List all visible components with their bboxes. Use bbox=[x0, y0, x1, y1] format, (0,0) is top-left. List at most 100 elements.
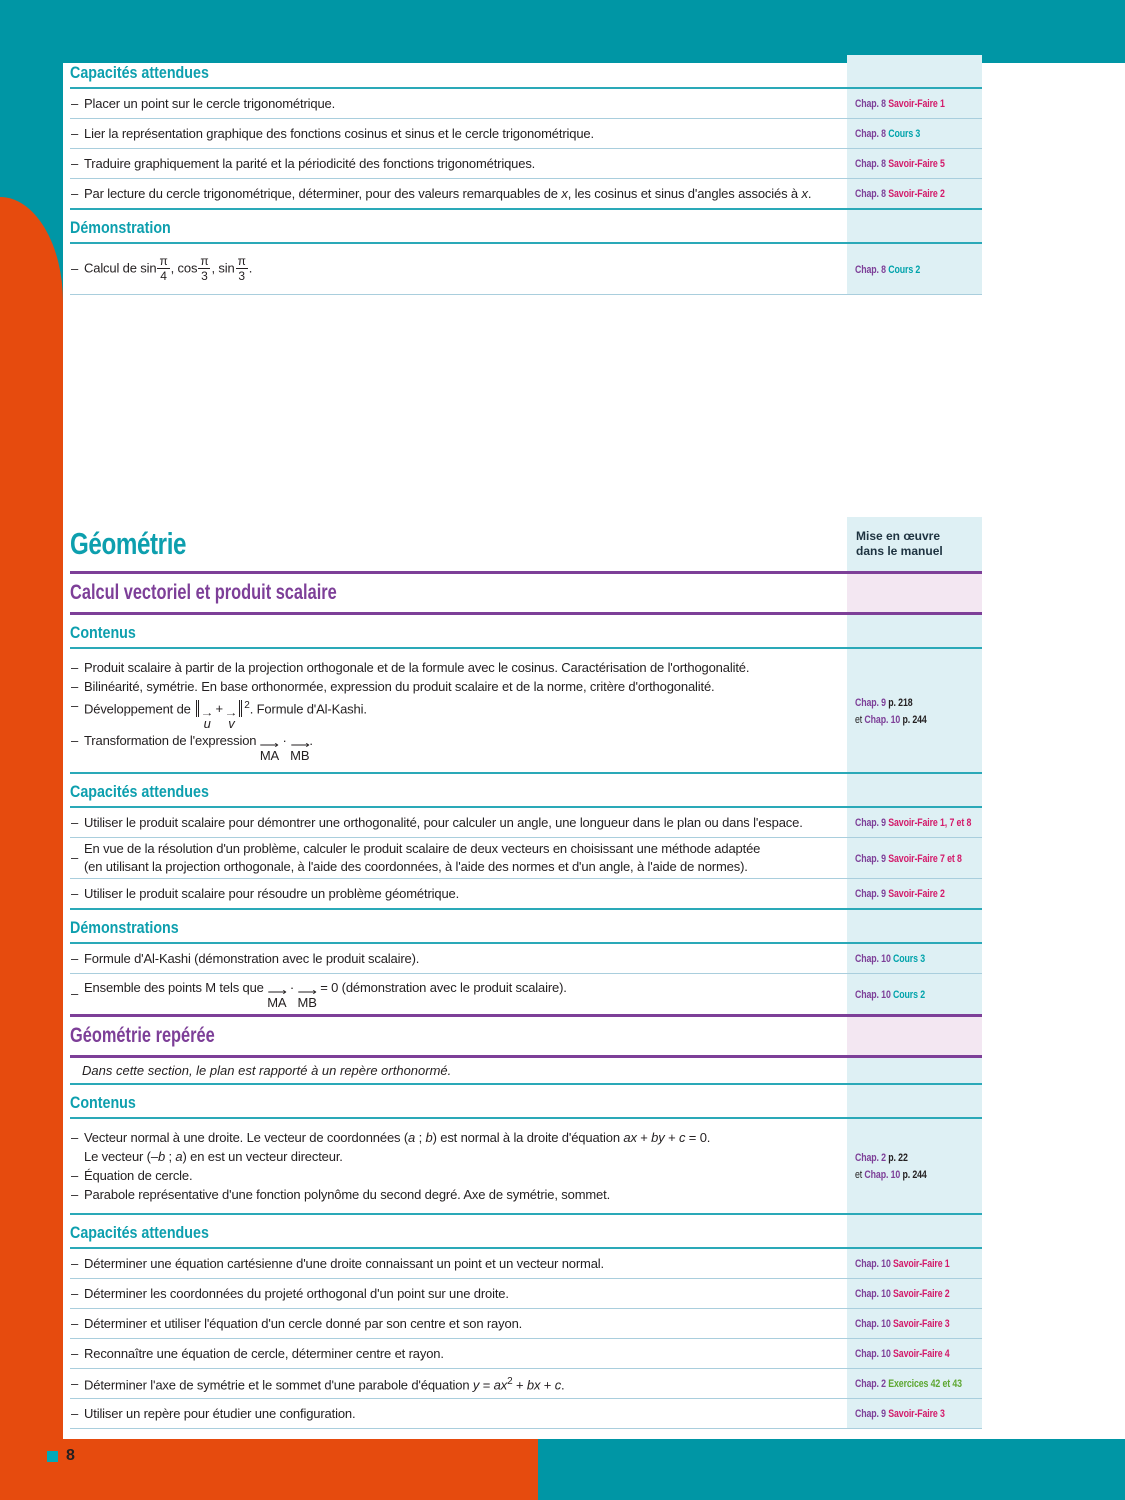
vector-base: MA bbox=[267, 994, 287, 1010]
chapter-reference: Chap. 2 bbox=[855, 1378, 889, 1391]
chapter-reference: Chap. 10 bbox=[855, 988, 894, 1001]
reference-label: Savoir-Faire 3 bbox=[888, 1408, 945, 1421]
reference-label: et bbox=[855, 713, 865, 726]
text: ) est normal à la droite d'équation bbox=[432, 1130, 624, 1146]
text: + bbox=[212, 701, 227, 717]
text: Utiliser le produit scalaire pour résoud… bbox=[84, 885, 460, 901]
reference-label: Savoir-Faire 2 bbox=[893, 1288, 950, 1301]
reference-label: p. 22 bbox=[888, 1152, 908, 1165]
fraction-numerator: π bbox=[198, 254, 211, 269]
reference: Chap. 10 Savoir-Faire 1 bbox=[855, 1255, 982, 1272]
bullet-dash: – bbox=[71, 1255, 79, 1271]
chapter-reference: Chap. 10 bbox=[855, 1348, 894, 1361]
math-italic: c bbox=[678, 1130, 686, 1146]
section-header: Démonstrations bbox=[70, 910, 982, 945]
text: . bbox=[248, 260, 253, 276]
note-text: Dans cette section, le plan est rapporté… bbox=[82, 1063, 452, 1079]
bullet-dash: – bbox=[71, 1405, 79, 1421]
text: Déterminer une équation cartésienne d'un… bbox=[84, 1255, 604, 1271]
table-row: – Calcul de sin π 4, cos π 3, sin π 3. Chap. 8 C… bbox=[70, 244, 982, 295]
bullet-dash: – bbox=[71, 155, 79, 171]
math-italic: a bbox=[408, 1130, 416, 1146]
reference-cell bbox=[847, 574, 982, 612]
vector-arrow-icon: → bbox=[200, 708, 214, 720]
reference-label: Cours 3 bbox=[893, 953, 925, 966]
reference-cell bbox=[847, 1017, 982, 1056]
text: Formule d'Al-Kashi (démonstration avec l… bbox=[84, 950, 420, 966]
reference-label: Savoir-Faire 1 bbox=[893, 1258, 950, 1271]
bullet-dash: – bbox=[71, 679, 79, 694]
section-header: Capacités attendues bbox=[70, 1215, 982, 1250]
superscript: 2 bbox=[507, 1376, 513, 1388]
text: · bbox=[286, 979, 298, 995]
bullet-dash: – bbox=[71, 850, 79, 866]
bullet-dash: – bbox=[71, 1168, 79, 1184]
chapter-reference: Chap. 8 bbox=[855, 158, 889, 170]
reference-cell: Chap. 8 Savoir-Faire 1 bbox=[847, 95, 982, 112]
vector-arrow-icon: ⟶ bbox=[290, 740, 310, 752]
section-header-label: Démonstration bbox=[70, 218, 171, 237]
page-number-value: 8 bbox=[66, 1447, 75, 1464]
section-header-label: Capacités attendues bbox=[70, 782, 209, 802]
reference-label: Savoir-Faire 5 bbox=[888, 158, 945, 170]
reference-cell: Chap. 10 Savoir-Faire 4 bbox=[847, 1345, 982, 1362]
bullet-dash: – bbox=[71, 1285, 79, 1301]
fraction-numerator: π bbox=[235, 254, 248, 269]
row-text: Déterminer les coordonnées du projeté or… bbox=[84, 1285, 837, 1303]
text: Bilinéarité, symétrie. En base orthonorm… bbox=[84, 679, 715, 694]
bullet-dash: – bbox=[71, 1130, 79, 1146]
page-number: 8 bbox=[47, 1447, 75, 1465]
list-item: – Équation de cercle. bbox=[70, 1166, 837, 1185]
chapter-reference: Chap. 9 bbox=[855, 696, 889, 709]
bullet-dash: – bbox=[71, 986, 79, 1002]
chapter-reference: Chap. 8 bbox=[855, 128, 889, 140]
bullet-dash: – bbox=[71, 185, 79, 201]
norm-bars: → u + → v bbox=[196, 700, 243, 731]
block-content: Géométrie Mise en œuvre dans le manuel Calc… bbox=[70, 517, 982, 1430]
bullet-dash: – bbox=[71, 1187, 79, 1203]
text: Transformation de l'expression bbox=[84, 733, 260, 749]
vector-arrow-icon: ⟶ bbox=[259, 740, 279, 752]
row-text: Déterminer et utiliser l'équation d'un c… bbox=[84, 1315, 837, 1333]
reference: Chap. 9 Savoir-Faire 3 bbox=[855, 1405, 982, 1422]
reference-cell: Chap. 9 Savoir-Faire 3 bbox=[847, 1405, 982, 1422]
reference-cell: Chap. 2 Exercices 42 et 43 bbox=[847, 1375, 982, 1392]
table-row: – Déterminer les coordonnées du projeté o… bbox=[70, 1279, 982, 1310]
reference-label: Savoir-Faire 4 bbox=[893, 1348, 950, 1361]
table-row: – Utiliser le produit scalaire pour démon… bbox=[70, 808, 982, 839]
trigonometry-capacities-block: Capacités attendues – Placer un point sur … bbox=[70, 55, 982, 295]
text: En vue de la résolution d'un problème, c… bbox=[84, 841, 761, 857]
orange-side-decoration bbox=[0, 197, 63, 1500]
text: ; bbox=[165, 1149, 176, 1165]
teal-footer-band bbox=[538, 1439, 1125, 1500]
math-italic: y bbox=[472, 1377, 480, 1393]
text: Développement de bbox=[84, 701, 195, 717]
bullet-dash: – bbox=[71, 660, 79, 675]
vector: ⟶ MB bbox=[298, 987, 317, 1010]
reference-cell: Chap. 9 Savoir-Faire 7 et 8 bbox=[847, 850, 982, 867]
reference-cell: Chap. 10 Cours 3 bbox=[847, 950, 982, 967]
text: = 0 (démonstration avec le produit scala… bbox=[316, 979, 567, 995]
reference-label: Savoir-Faire 2 bbox=[888, 888, 945, 901]
reference: Chap. 8 Savoir-Faire 2 bbox=[855, 185, 982, 202]
text: , sin bbox=[211, 260, 235, 276]
reference: Chap. 2 Exercices 42 et 43 bbox=[855, 1375, 982, 1392]
row-text: Par lecture du cercle trigonométrique, d… bbox=[84, 185, 837, 203]
item-text: Équation de cercle. bbox=[84, 1166, 837, 1185]
table-row: – Traduire graphiquement la parité et la … bbox=[70, 149, 982, 179]
geometry-section: Géométrie Mise en œuvre dans le manuel Calc… bbox=[70, 517, 982, 1430]
reference: Chap. 9 Savoir-Faire 7 et 8 bbox=[855, 850, 982, 867]
text: Équation de cercle. bbox=[84, 1168, 193, 1184]
text: = 0. bbox=[685, 1130, 711, 1146]
table-row: – Déterminer et utiliser l'équation d'un … bbox=[70, 1309, 982, 1340]
text: , les cosinus et sinus d'angles associés… bbox=[567, 185, 802, 201]
reference-cell: Chap. 10 Savoir-Faire 2 bbox=[847, 1285, 982, 1302]
row-text: Utiliser un repère pour étudier une conf… bbox=[84, 1405, 837, 1423]
reference: Chap. 9 Savoir-Faire 2 bbox=[855, 885, 982, 902]
math-italic: ax bbox=[493, 1377, 508, 1393]
chapter-reference: Chap. 10 bbox=[855, 953, 894, 966]
reference: Chap. 10 Cours 3 bbox=[855, 950, 982, 967]
reference-label: Savoir-Faire 1, 7 et 8 bbox=[888, 817, 972, 830]
text: Calcul de sin bbox=[84, 260, 157, 276]
